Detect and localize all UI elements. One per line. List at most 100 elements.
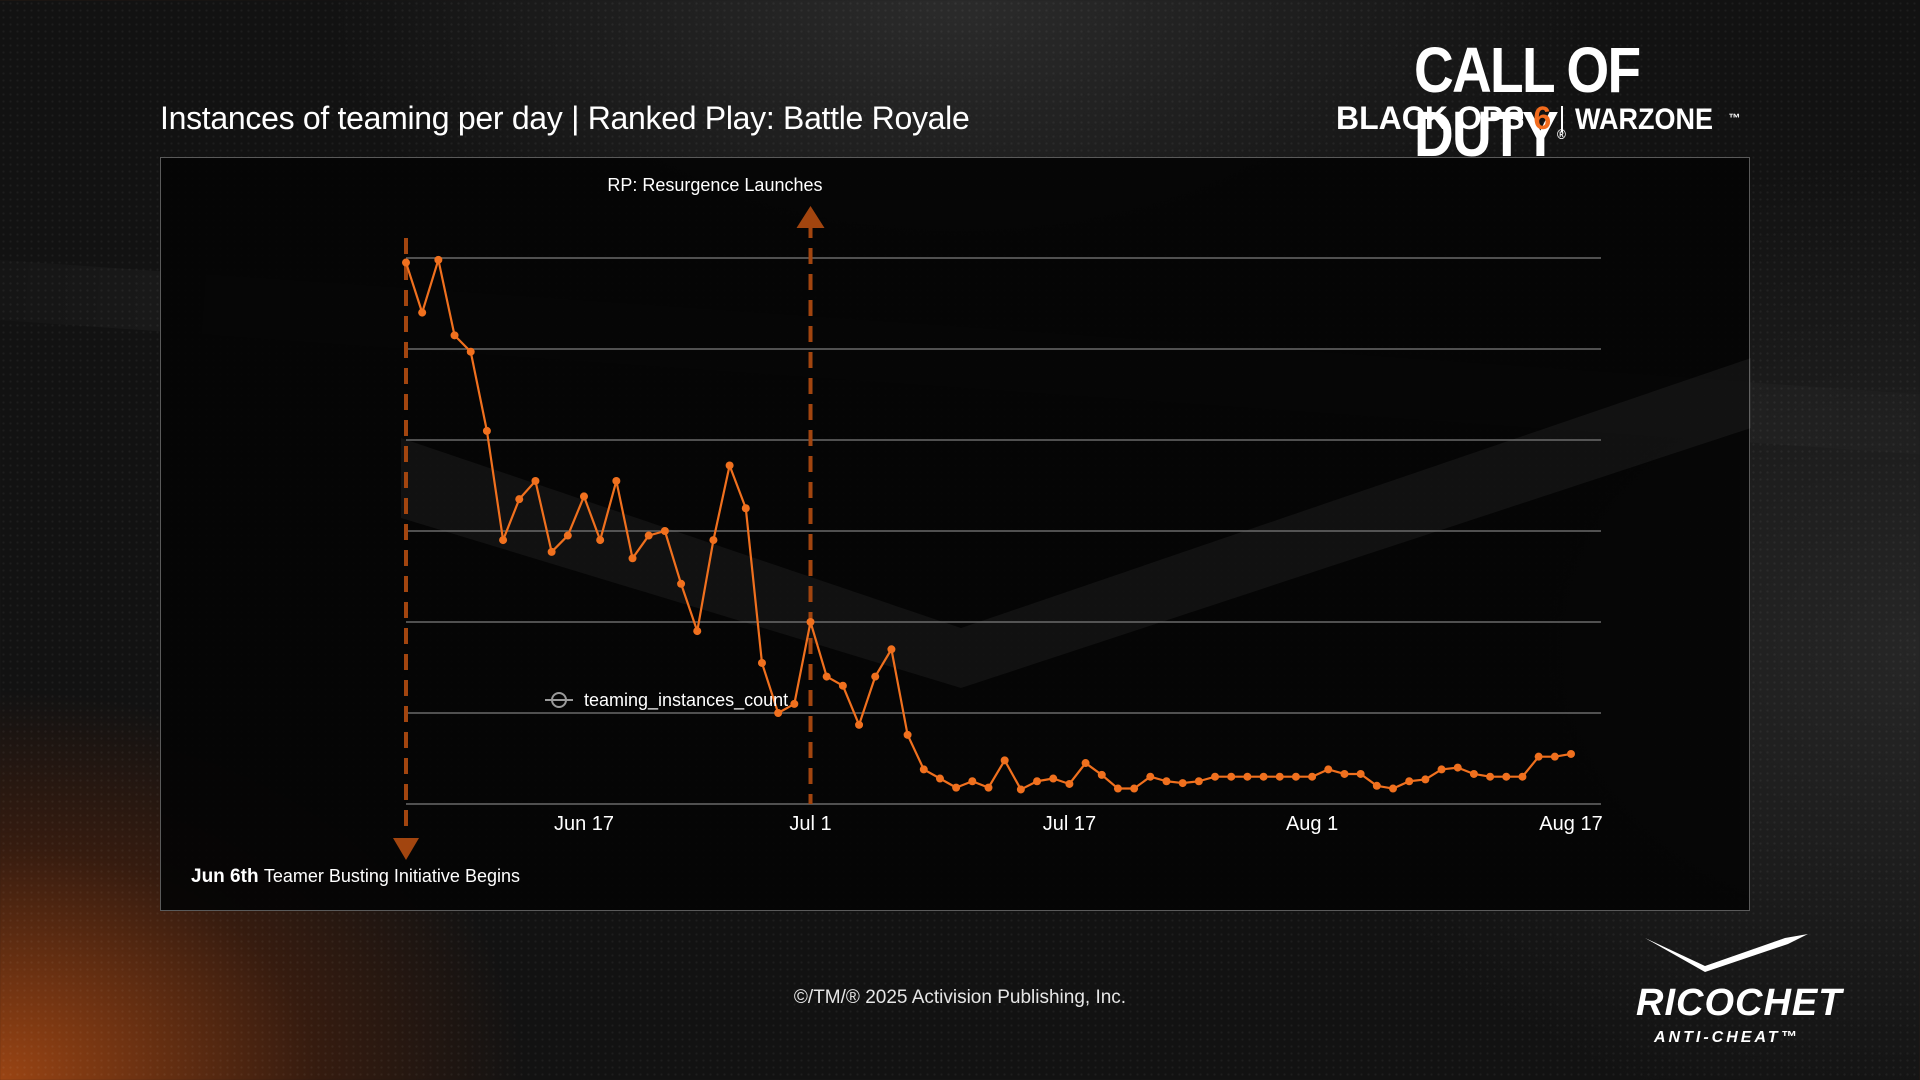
data-point: [1567, 749, 1575, 758]
series-teaming_instances_count: [402, 255, 1575, 794]
data-point: [660, 527, 669, 535]
annotation-arrow-up-icon: [796, 206, 825, 228]
data-point: [434, 255, 443, 264]
data-point: [612, 476, 621, 485]
data-point: [1518, 772, 1527, 781]
data-point: [563, 531, 572, 540]
data-point: [1227, 772, 1236, 781]
data-point: [1113, 784, 1122, 793]
data-point: [1259, 772, 1268, 781]
line-chart: Jun 17 Jul 1 Jul 17 Aug 1 Aug 17 Jun 6th Team…: [191, 175, 1751, 887]
data-point: [1194, 777, 1203, 786]
data-point: [547, 547, 556, 556]
data-point: [515, 495, 524, 504]
data-point: [1389, 784, 1398, 793]
legend-marker-icon: [551, 692, 567, 708]
data-point: [1372, 781, 1381, 790]
data-point: [531, 476, 540, 485]
data-point: [628, 554, 637, 563]
copyright-text: ©/TM/® 2025 Activision Publishing, Inc.: [793, 987, 1127, 1008]
data-point: [1502, 772, 1511, 781]
data-point: [741, 504, 750, 513]
data-point: [855, 720, 864, 729]
legend: teaming_instances_count: [545, 690, 788, 711]
annotation-arrow-down-icon: [393, 838, 419, 860]
data-point: [1146, 772, 1155, 781]
data-point: [1000, 756, 1009, 765]
annotation-text: Teamer Busting Initiative Begins: [264, 866, 520, 886]
data-point: [952, 783, 961, 792]
data-point: [774, 709, 783, 717]
data-point: [806, 618, 815, 626]
data-point: [1486, 772, 1495, 781]
data-point: [1016, 785, 1025, 794]
data-point: [677, 579, 686, 588]
ricochet-swoosh-icon: [1645, 934, 1808, 972]
annotation-initiative-start: Jun 6th Teamer Busting Initiative Begins: [191, 238, 520, 887]
logo-line-call-of-duty: CALL OF DUTY®: [1414, 34, 1641, 170]
data-point: [1291, 772, 1300, 781]
legend-label: teaming_instances_count: [584, 690, 788, 711]
x-tick-label: Aug 1: [1286, 813, 1338, 835]
data-point: [725, 461, 734, 470]
ricochet-subtitle: ANTI-CHEAT™: [1654, 1029, 1800, 1046]
data-point: [1275, 772, 1284, 781]
data-point: [1550, 752, 1559, 761]
background-band: [401, 358, 1751, 688]
data-point: [919, 765, 928, 774]
x-tick-label: Jul 17: [1043, 813, 1096, 835]
data-point: [1130, 784, 1139, 793]
data-point: [579, 492, 588, 501]
chart-title: Instances of teaming per day | Ranked Pl…: [160, 100, 970, 136]
data-point: [871, 672, 880, 681]
data-point: [1162, 777, 1171, 786]
data-point: [644, 531, 653, 540]
data-point: [903, 730, 912, 739]
data-point: [1049, 774, 1058, 783]
data-point: [1421, 775, 1430, 784]
annotation-label: Jun 6th Teamer Busting Initiative Begins: [191, 866, 520, 887]
data-point: [887, 645, 896, 654]
data-point: [1437, 765, 1446, 774]
data-point: [822, 672, 831, 681]
data-point: [466, 347, 475, 356]
data-point: [968, 777, 977, 786]
data-point: [1308, 772, 1317, 781]
data-point: [418, 308, 427, 317]
data-point: [482, 426, 491, 435]
ricochet-logo: RICOCHET ANTI-CHEAT™: [1630, 930, 1841, 1050]
data-point: [499, 536, 508, 545]
annotation-date: Jun 6th: [191, 866, 264, 887]
data-point: [1065, 779, 1074, 788]
data-point: [1211, 772, 1220, 781]
data-point: [935, 774, 944, 783]
data-point: [1097, 770, 1106, 779]
data-point: [757, 658, 766, 667]
ricochet-wordmark: RICOCHET: [1636, 982, 1843, 1024]
logo-line-black-ops-warzone: BLACK OPS 6 WARZONE ™: [1336, 100, 1741, 136]
annotation-resurgence-launch: RP: Resurgence Launches: [607, 175, 825, 804]
data-point: [596, 536, 605, 545]
data-point: [838, 681, 847, 690]
data-point: [1534, 752, 1543, 761]
data-point: [402, 258, 410, 267]
data-point: [1081, 759, 1090, 768]
logo-divider: [1561, 106, 1564, 132]
data-point: [1453, 763, 1462, 772]
data-point: [790, 699, 799, 708]
data-point: [1033, 777, 1042, 786]
x-tick-label: Jun 17: [554, 813, 614, 835]
gridlines: [406, 257, 1601, 714]
data-point: [709, 536, 718, 545]
chart-panel: Jun 17 Jul 1 Jul 17 Aug 1 Aug 17 Jun 6th Team…: [160, 157, 1751, 911]
data-point: [1324, 765, 1333, 774]
x-tick-label: Jul 1: [789, 813, 831, 835]
x-tick-labels: Jun 17 Jul 1 Jul 17 Aug 1 Aug 17: [554, 813, 1603, 835]
data-point: [1178, 779, 1187, 788]
data-point: [1356, 769, 1365, 778]
call-of-duty-logo: CALL OF DUTY® BLACK OPS 6 WARZONE ™: [1330, 38, 1830, 166]
data-point: [1340, 769, 1349, 778]
data-point: [1405, 777, 1414, 786]
annotation-label: RP: Resurgence Launches: [607, 175, 822, 195]
x-tick-label: Aug 17: [1539, 813, 1602, 835]
